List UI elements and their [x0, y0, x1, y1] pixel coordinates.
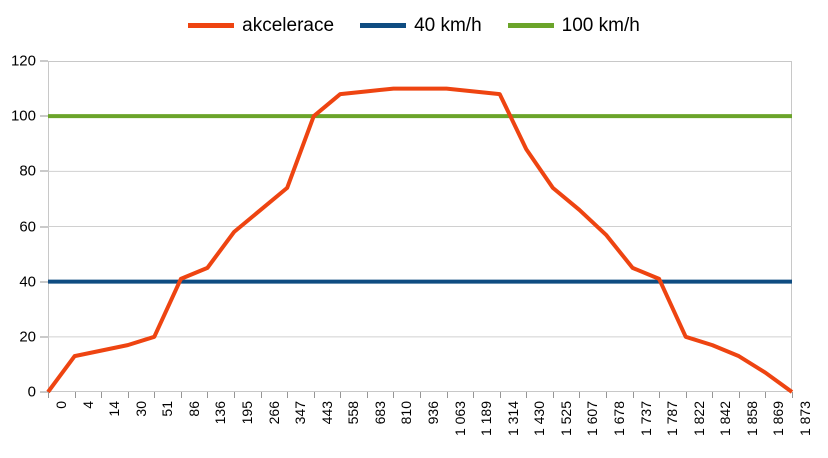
x-tick-mark — [792, 392, 793, 398]
x-tick-mark — [420, 392, 421, 398]
x-tick-label: 30 — [132, 401, 149, 417]
x-tick-label: 4 — [79, 401, 96, 409]
x-tick-mark — [74, 392, 76, 398]
x-tick-mark — [180, 392, 182, 398]
y-tick-label: 120 — [10, 52, 36, 70]
x-tick-mark — [234, 392, 235, 398]
x-tick-label: 1 607 — [584, 401, 601, 437]
y-tick-label: 100 — [10, 107, 36, 125]
y-tick-mark — [40, 115, 48, 117]
x-tick-mark — [127, 392, 129, 398]
x-tick-label: 86 — [185, 401, 202, 417]
x-tick-label: 558 — [345, 401, 362, 425]
legend-item-2[interactable]: 100 km/h — [507, 14, 640, 36]
y-tick-mark — [40, 226, 48, 227]
x-tick-mark — [685, 392, 687, 398]
x-tick-label: 443 — [318, 401, 335, 425]
x-tick-mark — [738, 392, 740, 398]
y-tick-mark — [40, 60, 48, 62]
legend-item-1[interactable]: 40 km/h — [360, 16, 482, 35]
x-tick-mark — [287, 392, 289, 398]
x-tick-label: 1 314 — [504, 401, 521, 437]
series-line-0 — [46, 86, 794, 394]
x-tick-mark — [606, 392, 607, 398]
x-tick-mark — [207, 392, 209, 398]
y-tick-mark — [40, 336, 48, 338]
x-tick-mark — [712, 392, 714, 398]
x-tick-mark — [313, 392, 315, 398]
x-tick-label: 683 — [371, 401, 388, 425]
legend-item-0[interactable]: akcelerace — [188, 16, 334, 35]
x-tick-label: 1 822 — [690, 401, 707, 437]
x-tick-mark — [446, 392, 448, 398]
x-tick-mark — [526, 392, 528, 398]
x-tick-label: 51 — [159, 401, 176, 417]
x-tick-label: 1 525 — [557, 401, 574, 437]
y-tick-label: 40 — [19, 273, 36, 291]
legend-swatch-icon — [188, 22, 235, 28]
y-axis: 0 20 40 60 80 100 120 — [0, 53, 48, 401]
x-tick-mark — [340, 392, 342, 398]
x-tick-mark — [632, 392, 634, 398]
x-tick-mark — [101, 392, 103, 398]
x-tick-label: 1 787 — [664, 401, 681, 437]
y-tick-label: 80 — [19, 162, 36, 180]
legend-label: 40 km/h — [414, 14, 482, 36]
x-tick-mark — [659, 392, 661, 398]
legend-label: akcelerace — [242, 14, 335, 36]
y-tick-label: 60 — [19, 218, 36, 235]
plot-series-layer — [46, 86, 794, 394]
x-tick-label: 14 — [106, 401, 123, 417]
y-tick-mark — [40, 281, 48, 283]
x-tick-label: 1 737 — [637, 401, 654, 437]
x-tick-label: 195 — [239, 401, 255, 425]
y-tick-mark — [40, 170, 48, 172]
x-tick-mark — [393, 392, 395, 398]
x-tick-label: 266 — [265, 401, 282, 425]
chart-legend: akcelerace 40 km/h 100 km/h — [0, 10, 828, 40]
y-tick-label: 20 — [19, 328, 36, 346]
x-tick-label: 1 189 — [478, 401, 495, 437]
x-tick-label: 1 858 — [743, 401, 760, 437]
x-tick-label: 1 678 — [611, 401, 627, 437]
x-tick-label: 0 — [53, 401, 69, 409]
x-tick-mark — [579, 392, 581, 398]
x-tick-mark — [765, 392, 767, 398]
x-tick-label: 1 430 — [531, 401, 548, 437]
x-tick-mark — [552, 392, 554, 398]
x-tick-mark — [499, 392, 501, 398]
y-tick-label: 0 — [27, 383, 36, 401]
x-tick-mark — [260, 392, 262, 398]
x-tick-mark — [366, 392, 368, 398]
y-tick-mark — [40, 391, 48, 393]
x-tick-label: 347 — [292, 401, 309, 425]
legend-label: 100 km/h — [561, 14, 640, 36]
x-tick-mark — [48, 392, 49, 398]
x-tick-label: 1 063 — [451, 401, 468, 437]
x-tick-label: 810 — [398, 401, 415, 425]
x-tick-label: 1 842 — [717, 401, 734, 437]
x-tick-label: 1 873 — [797, 401, 813, 437]
x-tick-label: 136 — [212, 401, 229, 425]
x-tick-label: 1 869 — [770, 401, 787, 437]
x-axis: 0 4 14 30 51 86 136 195 266 347 443 558 683 810 936 1 0… — [48, 392, 813, 458]
legend-swatch-icon — [360, 22, 407, 28]
x-tick-label: 936 — [425, 401, 441, 425]
x-tick-mark — [473, 392, 475, 398]
x-tick-mark — [154, 392, 156, 398]
legend-swatch-icon — [507, 22, 554, 28]
